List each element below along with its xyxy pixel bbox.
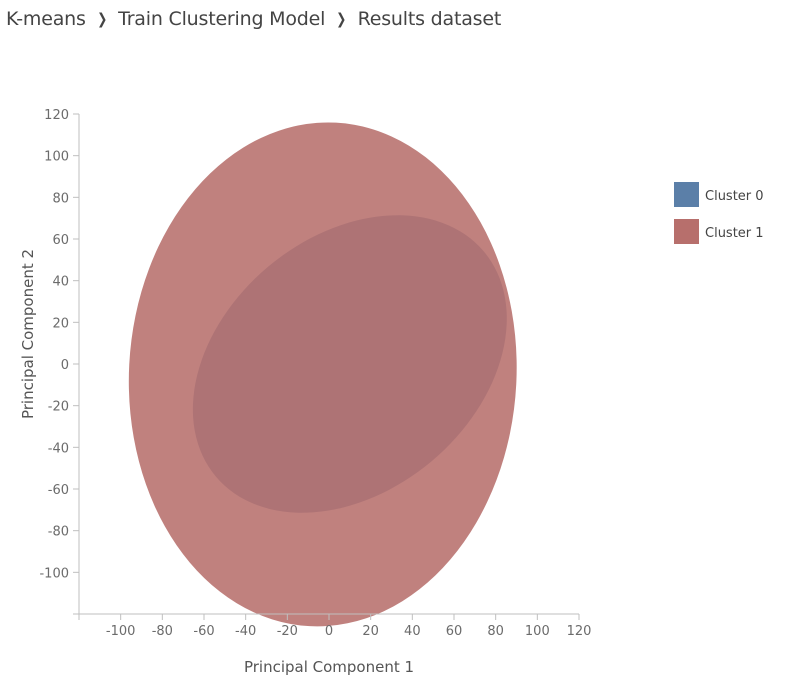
chevron-right-icon: ❯ bbox=[336, 10, 347, 28]
y-tick-label: -60 bbox=[48, 483, 69, 498]
y-tick-label: 80 bbox=[52, 191, 69, 206]
x-tick-label: 80 bbox=[487, 624, 504, 639]
y-tick-label: 20 bbox=[52, 316, 69, 331]
x-tick-label: -80 bbox=[152, 624, 173, 639]
x-tick-label: -100 bbox=[106, 624, 136, 639]
legend-swatch-cluster-1 bbox=[674, 219, 699, 244]
breadcrumb-item-kmeans[interactable]: K-means bbox=[6, 8, 86, 30]
breadcrumb: K-means ❯ Train Clustering Model ❯ Resul… bbox=[6, 6, 501, 32]
y-axis-ticks: -100 -80 -60 -40 -20 0 20 40 60 80 100 120 bbox=[39, 108, 79, 581]
breadcrumb-item-results-dataset: Results dataset bbox=[357, 8, 502, 30]
x-tick-label: 60 bbox=[446, 624, 463, 639]
y-tick-label: 120 bbox=[44, 108, 69, 123]
x-tick-label: -20 bbox=[277, 624, 298, 639]
y-tick-label: 60 bbox=[52, 233, 69, 248]
chart-legend: Cluster 0 Cluster 1 bbox=[674, 182, 764, 244]
x-tick-label: -60 bbox=[193, 624, 214, 639]
y-tick-label: -80 bbox=[48, 525, 69, 540]
chart-axes bbox=[73, 114, 579, 620]
ellipse-cluster-1 bbox=[128, 122, 517, 627]
x-tick-label: 20 bbox=[362, 624, 379, 639]
chevron-right-icon: ❯ bbox=[96, 10, 107, 28]
y-tick-label: -100 bbox=[39, 566, 69, 581]
x-axis-title: Principal Component 1 bbox=[244, 658, 414, 676]
legend-label-cluster-0[interactable]: Cluster 0 bbox=[705, 189, 764, 204]
legend-label-cluster-1[interactable]: Cluster 1 bbox=[705, 226, 764, 241]
y-tick-label: 40 bbox=[52, 275, 69, 290]
y-tick-label: 100 bbox=[44, 150, 69, 165]
x-axis-ticks: -100 -80 -60 -40 -20 0 20 40 60 80 100 120 bbox=[106, 614, 592, 639]
y-tick-label: -40 bbox=[48, 441, 69, 456]
legend-swatch-cluster-0 bbox=[674, 182, 699, 207]
x-tick-label: -40 bbox=[235, 624, 256, 639]
y-tick-label: 0 bbox=[61, 358, 69, 373]
breadcrumb-item-train-clustering-model[interactable]: Train Clustering Model bbox=[118, 8, 326, 30]
x-tick-label: 100 bbox=[525, 624, 550, 639]
cluster-ellipses bbox=[128, 122, 517, 627]
y-axis-title: Principal Component 2 bbox=[19, 249, 37, 419]
x-tick-label: 40 bbox=[404, 624, 421, 639]
y-tick-label: -20 bbox=[48, 400, 69, 415]
x-tick-label: 0 bbox=[325, 624, 333, 639]
x-tick-label: 120 bbox=[567, 624, 592, 639]
